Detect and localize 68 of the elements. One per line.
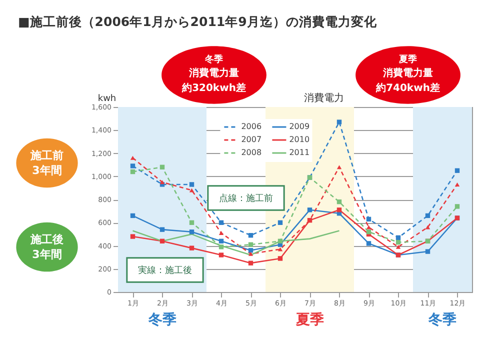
text: 消費電力量	[188, 67, 239, 79]
point	[189, 246, 194, 250]
point	[366, 225, 372, 230]
point	[218, 244, 224, 250]
point	[366, 216, 372, 222]
text: 施工後	[30, 233, 64, 246]
annotation: 点線：施工前	[219, 193, 273, 204]
point	[454, 182, 460, 186]
point	[160, 180, 165, 184]
legend-label: 2009	[289, 122, 310, 131]
text: 3年間	[32, 248, 62, 261]
point	[396, 235, 401, 240]
point	[278, 220, 283, 225]
legend-label: 2010	[289, 135, 310, 144]
point	[248, 248, 254, 253]
band-label: 冬季	[428, 311, 456, 328]
point	[218, 231, 224, 236]
point	[189, 230, 194, 234]
point	[425, 249, 430, 254]
point	[336, 120, 342, 124]
point	[189, 182, 194, 187]
point	[160, 227, 165, 232]
point	[130, 169, 136, 174]
text: 冬季	[204, 54, 224, 65]
text: 施工前	[30, 149, 64, 162]
point	[454, 168, 460, 173]
point	[307, 208, 312, 212]
point	[396, 240, 401, 245]
y-axis-title: kwh	[98, 94, 116, 104]
point	[218, 252, 224, 258]
point	[160, 164, 165, 170]
text: 消費電力量	[382, 67, 433, 79]
point	[160, 238, 165, 244]
point	[248, 242, 254, 247]
legend-label: 2007	[241, 135, 262, 144]
point	[248, 260, 254, 266]
point	[425, 213, 430, 218]
text: 3年間	[32, 164, 62, 177]
point	[454, 204, 460, 209]
text: 約740kwh差	[375, 82, 440, 94]
point	[248, 252, 254, 256]
point	[189, 188, 194, 192]
point	[218, 238, 224, 244]
legend-label: 2011	[289, 148, 310, 157]
point	[130, 164, 136, 168]
point	[336, 199, 342, 204]
point	[396, 244, 401, 249]
point	[366, 230, 372, 234]
point	[278, 256, 283, 261]
text: 夏季	[398, 54, 418, 65]
point	[336, 165, 342, 170]
legend-label: 2008	[241, 148, 262, 157]
point	[366, 241, 372, 246]
point	[278, 238, 283, 244]
band-label: 夏季	[294, 311, 324, 328]
legend-label: 2006	[241, 122, 262, 131]
point	[130, 234, 136, 239]
text: 約320kwh差	[181, 82, 246, 94]
point	[218, 220, 224, 225]
point	[425, 225, 430, 230]
band-label: 冬季	[147, 311, 176, 328]
point	[189, 220, 194, 225]
point	[336, 208, 342, 212]
chart-title: ■施工前後（2006年1月から2011年9月迄）の消費電力変化	[18, 14, 378, 29]
point	[248, 233, 254, 238]
point	[130, 213, 136, 218]
annotation: 実線：施工後	[138, 265, 192, 276]
chart-subtitle: 消費電力	[304, 92, 344, 104]
